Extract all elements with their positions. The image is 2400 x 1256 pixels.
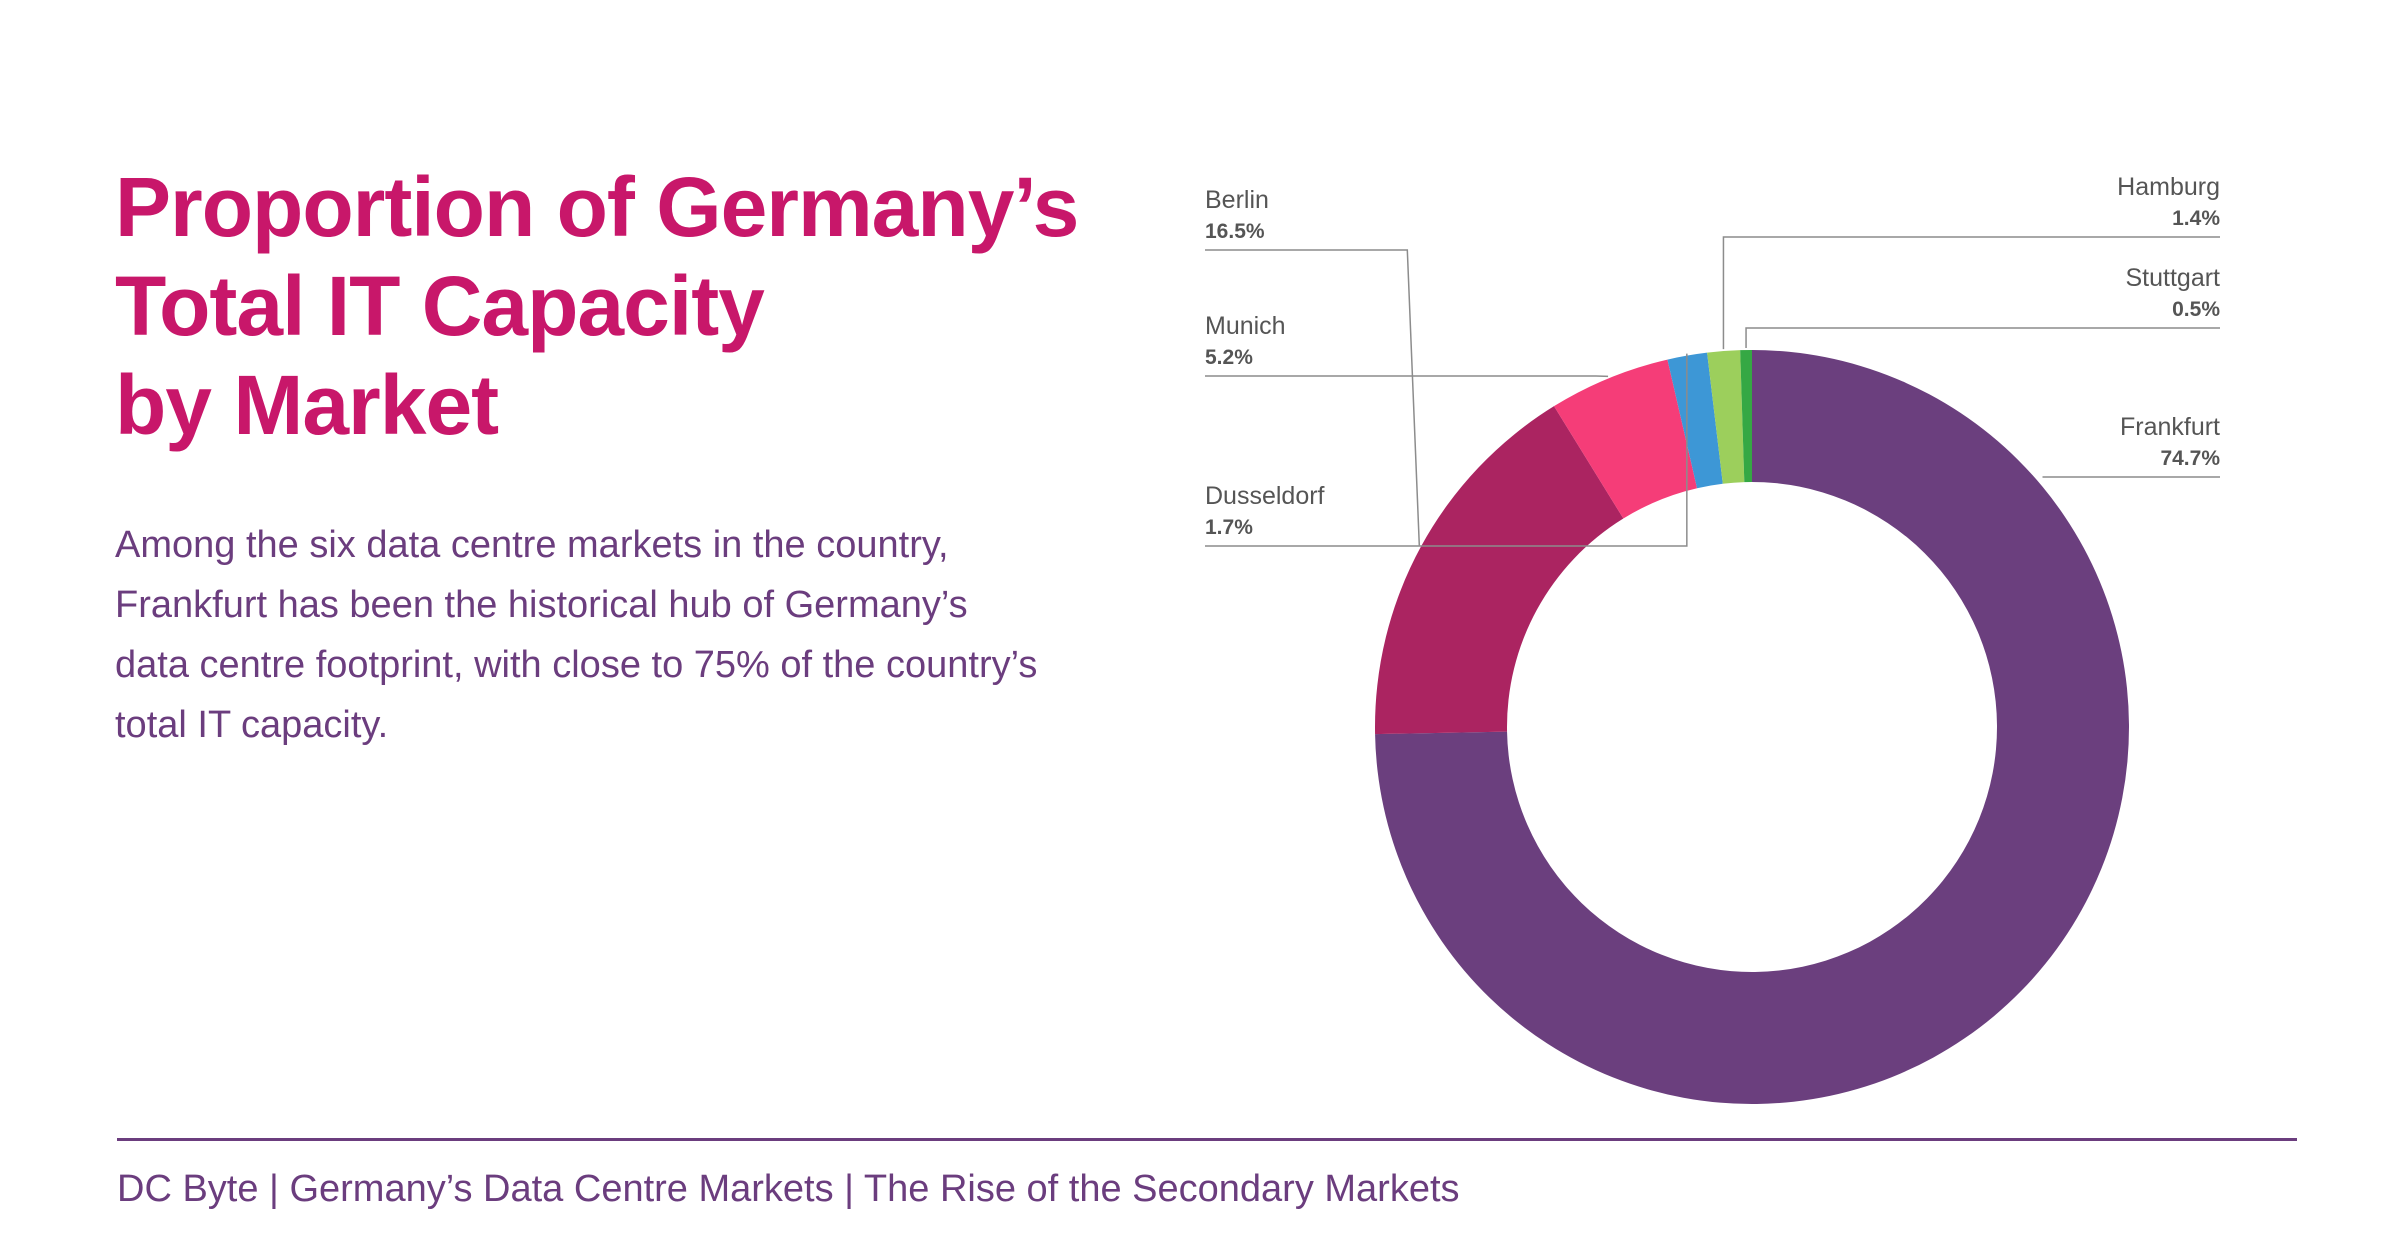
label-name-frankfurt: Frankfurt xyxy=(2120,413,2220,441)
title-line-1: Proportion of Germany’s xyxy=(115,160,1079,254)
label-name-hamburg: Hamburg xyxy=(2117,173,2220,201)
slice-dusseldorf xyxy=(1667,352,1723,489)
description-paragraph: Among the six data centre markets in the… xyxy=(115,524,1038,746)
slice-hamburg xyxy=(1707,350,1745,484)
title-line-2: Total IT Capacity xyxy=(115,259,765,353)
label-leader-lines xyxy=(1205,236,2220,547)
label-value-stuttgart: 0.5% xyxy=(2172,298,2220,321)
footer-divider xyxy=(117,1138,2297,1141)
label-name-stuttgart: Stuttgart xyxy=(2126,264,2221,292)
slice-labels: Frankfurt 74.7% Berlin 16.5% Munich 5.2% Dusse… xyxy=(1205,173,2220,539)
title-line-3: by Market xyxy=(115,358,499,452)
leader-line-hamburg xyxy=(1722,236,2220,350)
label-value-munich: 5.2% xyxy=(1205,346,1253,369)
label-value-berlin: 16.5% xyxy=(1205,220,1265,243)
leader-line-dusseldorf xyxy=(1205,353,1688,547)
slice-berlin xyxy=(1375,406,1624,735)
slice-frankfurt xyxy=(1375,350,2130,1104)
label-value-hamburg: 1.4% xyxy=(2172,207,2220,230)
footer-text: DC Byte | Germany’s Data Centre Markets … xyxy=(117,1168,1460,1210)
label-name-munich: Munich xyxy=(1205,312,1286,340)
label-value-dusseldorf: 1.7% xyxy=(1205,516,1253,539)
slice-stuttgart xyxy=(1740,350,1752,483)
page-title: Proportion of Germany’s Total IT Capacit… xyxy=(115,158,1115,455)
label-name-berlin: Berlin xyxy=(1205,186,1269,214)
slice-munich xyxy=(1554,359,1698,519)
leader-line-berlin xyxy=(1205,249,1421,546)
leader-line-stuttgart xyxy=(1745,327,2220,349)
label-name-dusseldorf: Dusseldorf xyxy=(1205,482,1325,510)
label-value-frankfurt: 74.7% xyxy=(2160,447,2220,470)
donut-slices xyxy=(1375,350,2130,1104)
